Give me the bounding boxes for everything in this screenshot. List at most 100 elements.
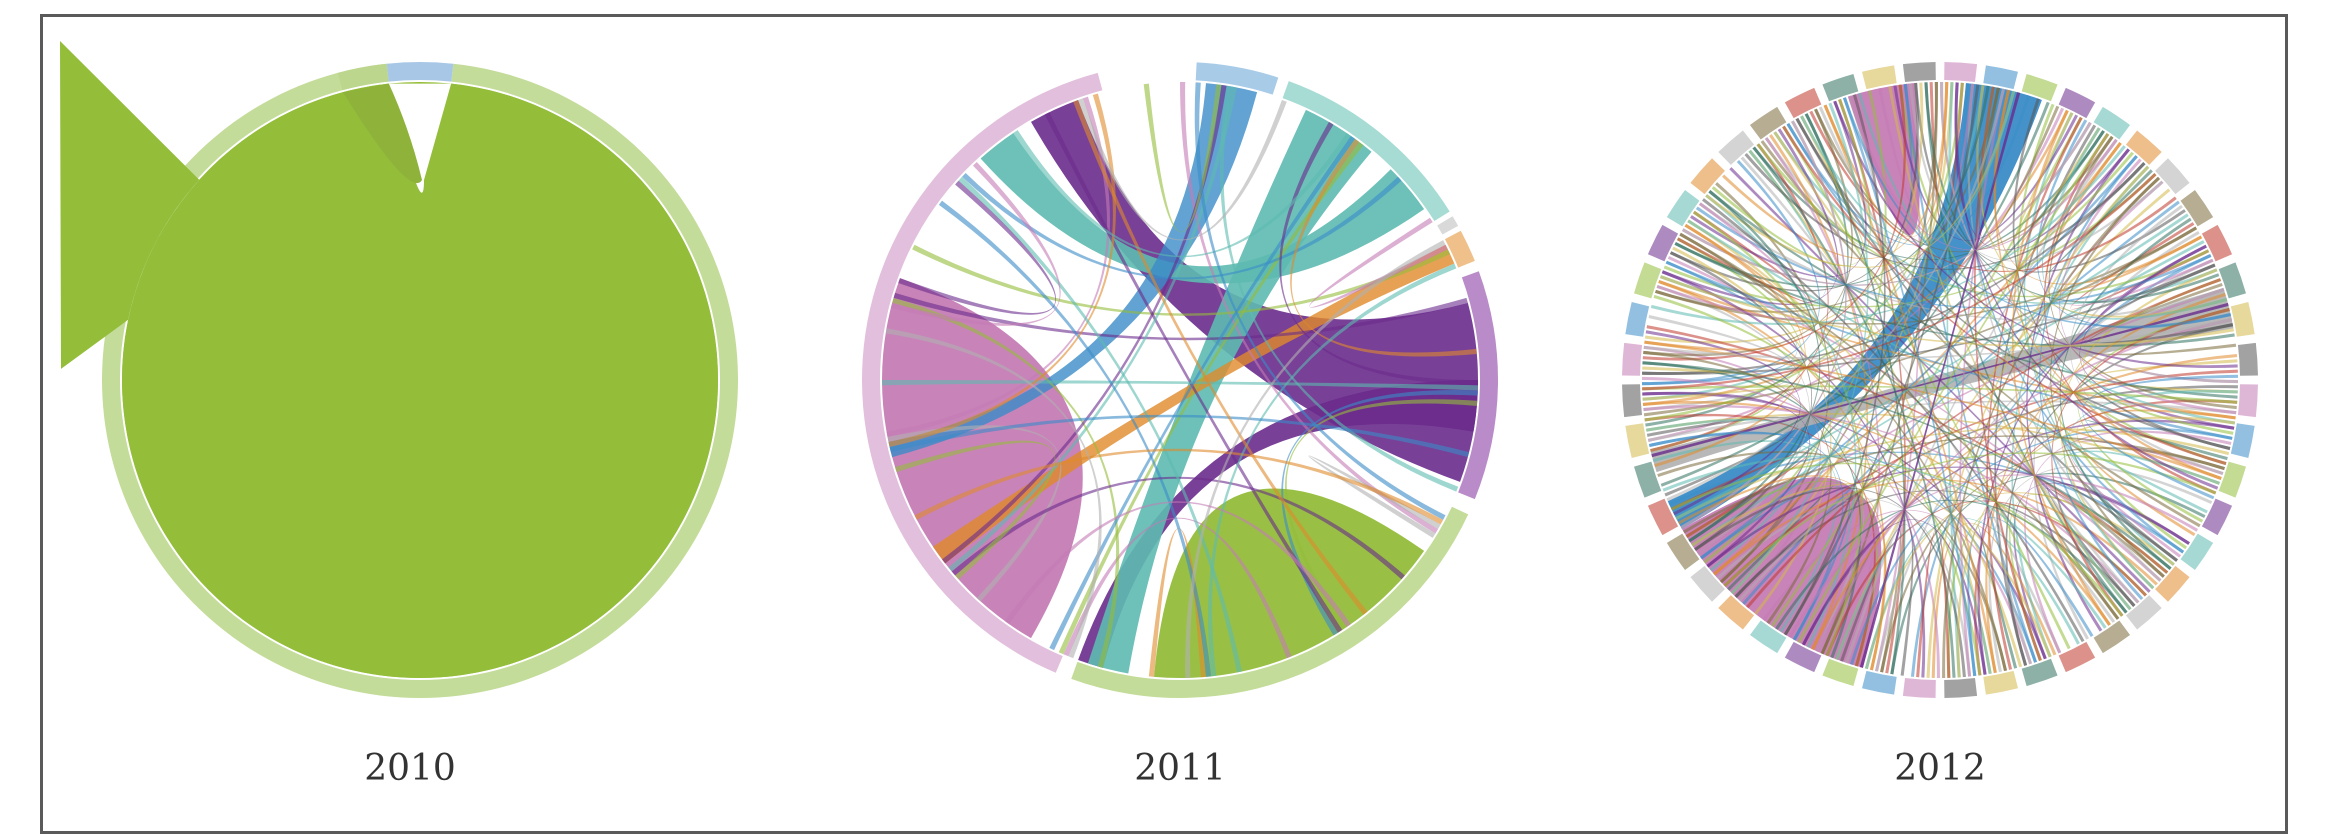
group-arc <box>2237 384 2258 418</box>
chord-diagram-2010 <box>60 40 780 720</box>
chord-svg-2010 <box>60 41 739 698</box>
thin-ribbon <box>893 292 1468 341</box>
thin-ribbon <box>889 414 1470 458</box>
group-arc <box>1822 658 1859 686</box>
group-arc <box>1437 216 1459 235</box>
ribbon <box>1087 109 1372 674</box>
group-arc <box>1625 423 1650 459</box>
group-arc <box>2021 74 2058 102</box>
ribbon <box>980 132 1425 284</box>
group-arc <box>2218 262 2246 299</box>
chord-diagram-2012 <box>1580 40 2300 720</box>
figure-frame <box>40 14 2288 834</box>
thin-ribbon <box>1013 130 1351 258</box>
thin-ribbon <box>1942 176 2161 678</box>
thin-ribbon <box>1734 490 2136 607</box>
group-arc <box>1071 506 1469 698</box>
year-label-2011: 2011 <box>1134 748 1226 789</box>
group-arc <box>2230 423 2255 459</box>
group-arc <box>2058 87 2096 119</box>
thin-ribbon <box>1775 499 2128 630</box>
group-arc <box>2155 565 2190 602</box>
group-arc <box>1666 533 1700 571</box>
thin-ribbon <box>1859 92 2021 668</box>
group-arc <box>1282 81 1450 222</box>
thin-ribbon <box>2046 480 2178 607</box>
thin-ribbon <box>914 448 1444 525</box>
thin-ribbon <box>1947 504 2148 678</box>
thin-ribbon <box>1653 294 1982 676</box>
thin-ribbon <box>1642 162 2146 375</box>
thin-ribbon <box>1898 84 2227 466</box>
group-arc <box>2093 106 2131 140</box>
thin-ribbon <box>2062 180 2214 306</box>
group-arc <box>1195 62 1279 95</box>
thin-ribbon <box>1688 190 1821 543</box>
group-arc <box>2218 461 2246 498</box>
thin-ribbon <box>898 180 1057 315</box>
thin-ribbon <box>1643 314 1794 412</box>
thin-ribbon <box>1308 455 1441 538</box>
thin-ribbon <box>962 172 1402 280</box>
group-arc <box>2201 498 2233 536</box>
ribbon <box>1154 488 1425 678</box>
group-arc <box>386 62 454 82</box>
thin-ribbon <box>1078 98 1287 241</box>
group-arc <box>1690 158 1725 195</box>
thin-ribbon <box>1044 112 1343 633</box>
group-arc <box>1718 595 1755 630</box>
thin-ribbon <box>1004 501 1351 628</box>
thin-ribbon <box>1874 83 1921 672</box>
thin-ribbon <box>1642 385 2238 404</box>
chord-svg-2012 <box>1622 62 2258 698</box>
thin-ribbon <box>2059 217 2192 570</box>
thin-ribbon <box>1644 223 1804 351</box>
group-arc <box>1444 230 1475 268</box>
group-arc <box>1622 342 1643 376</box>
group-arc <box>2180 533 2214 571</box>
thin-ribbon <box>1148 528 1206 678</box>
thin-ribbon <box>2050 176 2165 578</box>
thin-ribbon <box>1309 217 1448 308</box>
thin-ribbon <box>885 328 1102 659</box>
thin-ribbon <box>2084 282 2237 356</box>
group-arc <box>2125 130 2162 165</box>
group-arc <box>1983 670 2019 695</box>
thin-ribbon <box>1063 517 1292 659</box>
group-arc <box>2237 342 2258 376</box>
group-arc <box>1861 670 1897 695</box>
group-arc <box>2058 641 2096 673</box>
thin-ribbon <box>2082 374 2238 500</box>
group-arc <box>1822 74 1859 102</box>
year-label-2010: 2010 <box>364 748 456 789</box>
group-arc <box>1902 62 1936 83</box>
group-arc <box>2180 189 2214 227</box>
group-arc <box>1861 65 1897 90</box>
thin-ribbon <box>1713 479 2158 586</box>
group-arc <box>1902 677 1936 698</box>
group-arc <box>1647 224 1679 262</box>
group-arc <box>1749 620 1787 654</box>
group-arc <box>1784 87 1822 119</box>
group-arc <box>1666 189 1700 227</box>
thin-ribbon <box>1752 130 2105 261</box>
group-arc <box>337 63 389 91</box>
thin-ribbon <box>951 476 1405 580</box>
group-arc <box>1622 384 1643 418</box>
thin-ribbon <box>1143 83 1222 233</box>
group-arc <box>1983 65 2019 90</box>
ribbon <box>932 244 1455 564</box>
thin-ribbon <box>1916 528 1951 678</box>
thin-ribbon <box>1738 501 1865 653</box>
group-arc <box>2093 620 2131 654</box>
group-arc <box>1749 106 1787 140</box>
thin-ribbon <box>882 380 1478 391</box>
thin-ribbon <box>2063 389 2238 590</box>
thin-ribbon <box>1744 153 2146 270</box>
group-arc <box>1718 130 1755 165</box>
group-arc <box>1944 62 1978 83</box>
year-label-2012: 2012 <box>1894 748 1986 789</box>
group-arc <box>2155 158 2190 195</box>
group-arc <box>2230 301 2255 337</box>
group-arc <box>1625 301 1650 337</box>
